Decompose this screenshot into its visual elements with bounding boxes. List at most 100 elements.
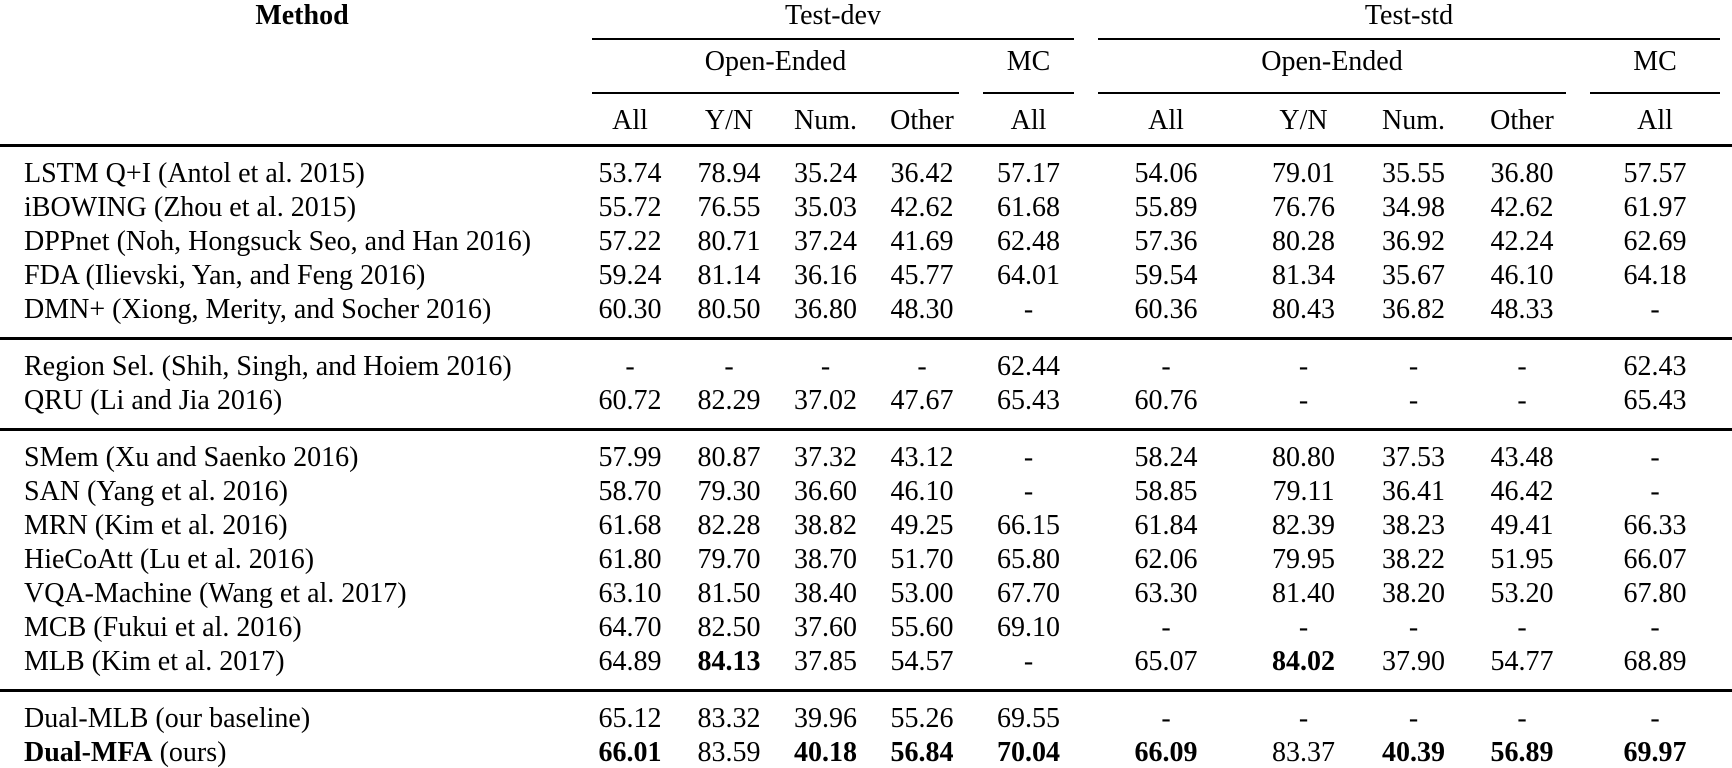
dev-value-cell: 70.04 bbox=[971, 736, 1086, 768]
split-header-row: Method Test-dev Test-std bbox=[0, 0, 1732, 147]
std-value-cell: 83.37 bbox=[1246, 736, 1361, 768]
std-value-cell: 59.54 bbox=[1134, 260, 1198, 291]
table-row: SAN (Yang et al. 2016) 58.70 79.30 36.60 46.… bbox=[0, 475, 1732, 509]
dev-value-cell: 43.12 bbox=[873, 428, 971, 475]
std-value-cell: - bbox=[1086, 337, 1246, 384]
dev-value-cell: 83.32 bbox=[680, 689, 778, 736]
std-value-cell: 68.89 bbox=[1623, 646, 1687, 677]
dev-value-cell: 61.68 bbox=[598, 510, 662, 541]
std-value-cell: 79.11 bbox=[1272, 476, 1335, 507]
subcolumn-header-row: All Y/N Num. Other All All Y/N Num. Othe… bbox=[0, 94, 1732, 147]
table-row: iBOWING (Zhou et al. 2015) 55.72 76.55 35.0… bbox=[0, 191, 1732, 225]
method-cell: MRN (Kim et al. 2016) bbox=[0, 509, 580, 543]
std-col-all: All bbox=[1086, 94, 1246, 147]
std-value-cell: 66.07 bbox=[1623, 544, 1687, 575]
std-value-cell: 67.80 bbox=[1623, 578, 1687, 609]
table-header: Method Test-dev Test-std Open-Ended MC O… bbox=[0, 0, 1732, 147]
dev-value-cell: 38.70 bbox=[794, 544, 857, 575]
std-value-cell: - bbox=[1578, 428, 1732, 475]
dev-value-cell: 55.26 bbox=[873, 689, 971, 736]
std-value-cell: 66.09 bbox=[1086, 736, 1246, 768]
dev-value-cell: 65.80 bbox=[997, 544, 1060, 575]
dev-value-cell: 36.42 bbox=[890, 158, 954, 189]
dev-value-cell: 35.03 bbox=[794, 192, 857, 223]
dev-value-cell: 37.85 bbox=[794, 646, 857, 677]
std-value-cell: 66.33 bbox=[1623, 510, 1687, 541]
method-name-text: iBOWING (Zhou et al. 2015) bbox=[24, 192, 357, 223]
test-dev-header: Test-dev bbox=[580, 0, 1086, 40]
std-value-cell: 42.62 bbox=[1490, 192, 1554, 223]
method-name-text: FDA (Ilievski, Yan, and Feng 2016) bbox=[24, 260, 426, 291]
method-cell: DMN+ (Xiong, Merity, and Socher 2016) bbox=[0, 293, 580, 339]
dev-value-cell: 54.57 bbox=[890, 646, 954, 677]
std-value-cell: 80.43 bbox=[1272, 294, 1335, 325]
method-cell: VQA-Machine (Wang et al. 2017) bbox=[0, 577, 580, 611]
std-value-cell: 35.55 bbox=[1382, 158, 1445, 189]
std-value-cell: 62.43 bbox=[1578, 337, 1732, 384]
std-value-cell: 38.22 bbox=[1382, 544, 1445, 575]
table-row: MRN (Kim et al. 2016) 61.68 82.28 38.82 49.2… bbox=[0, 509, 1732, 543]
std-value-cell: 63.30 bbox=[1134, 578, 1198, 609]
method-cell: MLB (Kim et al. 2017) bbox=[0, 645, 580, 691]
results-group-ours: Dual-MLB (our baseline) 65.12 83.32 39.96 55… bbox=[0, 689, 1732, 768]
dev-value-cell: 37.60 bbox=[794, 612, 857, 643]
std-value-cell: 37.53 bbox=[1361, 428, 1466, 475]
std-value-cell: - bbox=[1466, 337, 1578, 384]
dev-value-cell: 36.16 bbox=[794, 260, 857, 291]
dev-value-cell: 76.55 bbox=[697, 192, 761, 223]
std-value-cell: 40.39 bbox=[1361, 736, 1466, 768]
dev-value-cell: 61.80 bbox=[598, 544, 662, 575]
std-value-cell: 36.92 bbox=[1382, 226, 1445, 257]
std-value-cell: 55.89 bbox=[1134, 192, 1198, 223]
method-name-bold: Dual-MFA bbox=[24, 737, 153, 768]
dev-value-cell: 40.18 bbox=[778, 736, 873, 768]
std-value-cell: - bbox=[1650, 612, 1660, 643]
dev-value-cell: - bbox=[1023, 294, 1034, 325]
dev-value-cell: 57.99 bbox=[580, 428, 680, 475]
std-value-cell: 62.69 bbox=[1623, 226, 1687, 257]
std-value-cell: - bbox=[1466, 689, 1578, 736]
std-value-cell: 53.20 bbox=[1490, 578, 1554, 609]
dev-value-cell: 64.89 bbox=[598, 646, 662, 677]
dev-col-num: Num. bbox=[778, 94, 873, 147]
results-group-region: Region Sel. (Shih, Singh, and Hoiem 2016… bbox=[0, 337, 1732, 430]
dev-col-yn: Y/N bbox=[680, 94, 778, 147]
dev-value-cell: 45.77 bbox=[890, 260, 954, 291]
std-value-cell: 61.97 bbox=[1623, 192, 1687, 223]
std-value-cell: 49.41 bbox=[1490, 510, 1554, 541]
std-value-cell: - bbox=[1086, 689, 1246, 736]
dev-value-cell: - bbox=[1023, 476, 1034, 507]
dev-value-cell: 47.67 bbox=[890, 385, 954, 416]
dev-value-cell: 38.40 bbox=[794, 578, 857, 609]
dev-value-cell: 36.80 bbox=[794, 294, 857, 325]
method-name-text: SMem (Xu and Saenko 2016) bbox=[24, 442, 359, 473]
table-row: Dual-MFA (ours) 66.01 83.59 40.18 56.84 70.04… bbox=[0, 736, 1732, 768]
std-value-cell: 80.80 bbox=[1246, 428, 1361, 475]
std-col-yn: Y/N bbox=[1246, 94, 1361, 147]
dev-value-cell: 39.96 bbox=[778, 689, 873, 736]
method-name-text: Dual-MLB (our baseline) bbox=[24, 703, 311, 734]
method-name-text: MRN (Kim et al. 2016) bbox=[24, 510, 288, 541]
method-name-text: MCB (Fukui et al. 2016) bbox=[24, 612, 302, 643]
dev-value-cell: 81.50 bbox=[697, 578, 761, 609]
dev-value-cell: 51.70 bbox=[890, 544, 954, 575]
std-value-cell: - bbox=[1246, 337, 1361, 384]
dev-mc-header: MC bbox=[971, 40, 1086, 94]
dev-value-cell: - bbox=[971, 428, 1086, 475]
results-group-baselines: LSTM Q+I (Antol et al. 2015) 53.74 78.94 35… bbox=[0, 146, 1732, 339]
std-value-cell: 56.89 bbox=[1466, 736, 1578, 768]
dev-value-cell: 81.14 bbox=[697, 260, 761, 291]
table-row: Dual-MLB (our baseline) 65.12 83.32 39.96 55… bbox=[0, 689, 1732, 736]
test-std-header: Test-std bbox=[1086, 0, 1732, 40]
dev-value-cell: 41.69 bbox=[890, 226, 954, 257]
dev-value-cell: 37.02 bbox=[794, 385, 857, 416]
method-name-text: DPPnet (Noh, Hongsuck Seo, and Han 2016) bbox=[24, 226, 532, 257]
table-row: Region Sel. (Shih, Singh, and Hoiem 2016… bbox=[0, 337, 1732, 384]
method-cell: Dual-MLB (our baseline) bbox=[0, 689, 580, 736]
std-value-cell: 42.24 bbox=[1490, 226, 1554, 257]
std-value-cell: 69.97 bbox=[1578, 736, 1732, 768]
std-value-cell: 64.18 bbox=[1623, 260, 1687, 291]
dev-value-cell: 82.50 bbox=[697, 612, 761, 643]
dev-value-cell: - bbox=[580, 337, 680, 384]
results-group-attention: SMem (Xu and Saenko 2016) 57.99 80.87 37.32… bbox=[0, 428, 1732, 691]
